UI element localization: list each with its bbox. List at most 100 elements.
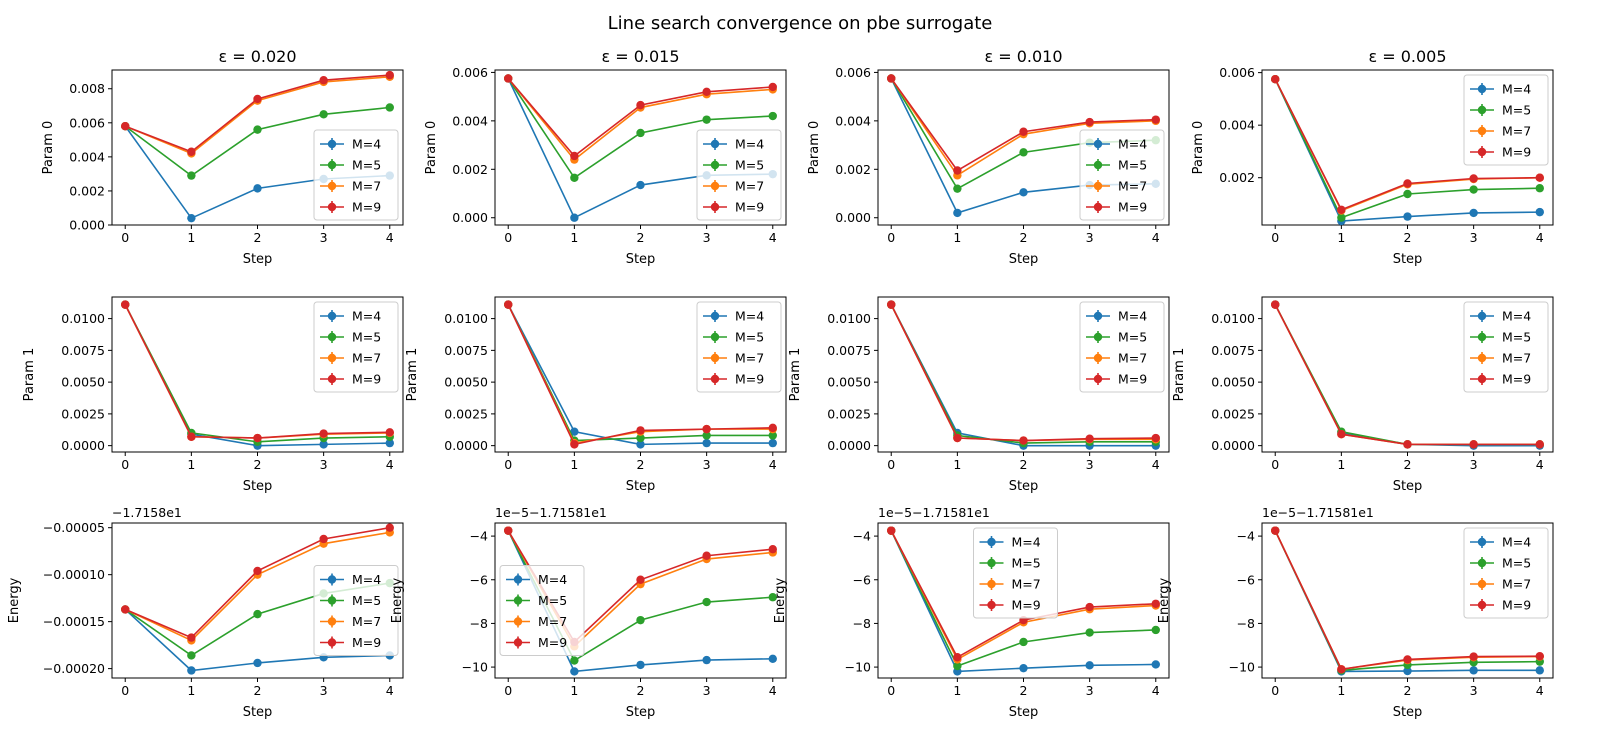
data-point xyxy=(1403,655,1412,664)
y-tick-label: 0.004 xyxy=(1219,118,1255,133)
legend-label: M=9 xyxy=(1118,200,1147,215)
data-point xyxy=(319,534,328,544)
x-tick-label: 0 xyxy=(1271,683,1279,698)
x-tick-label: 4 xyxy=(1152,230,1160,245)
subplot-7: 0 1 2 3 4 0.0000 0.0025 0.0050 0.0075 0.0100 Step P… xyxy=(1172,296,1554,494)
data-point xyxy=(702,655,711,665)
data-point xyxy=(1019,188,1028,197)
y-tick-label: 0.000 xyxy=(835,210,871,225)
y-axis-label: Energy xyxy=(7,577,22,623)
legend-label: M=4 xyxy=(1502,535,1531,550)
data-point xyxy=(1337,665,1346,674)
x-axis-label: Step xyxy=(626,705,656,720)
legend-label: M=4 xyxy=(1012,535,1041,550)
x-axis-label: Step xyxy=(243,252,273,267)
data-point xyxy=(636,180,645,190)
data-point xyxy=(187,651,196,660)
x-tick-label: 3 xyxy=(1470,457,1478,472)
y-tick-label: 0.0050 xyxy=(444,375,488,390)
data-point xyxy=(1337,213,1346,222)
y-offset-text: 1e−5−1.71581e1 xyxy=(1262,505,1374,520)
data-point xyxy=(385,523,394,532)
x-tick-label: 4 xyxy=(769,683,777,698)
y-tick-label: 0.0100 xyxy=(444,311,488,326)
x-tick-label: 2 xyxy=(254,683,262,698)
x-axis-label: Step xyxy=(626,252,656,267)
legend: M=4 M=5 M=7 M=9 xyxy=(1463,301,1549,393)
x-tick-label: 0 xyxy=(504,230,512,245)
y-axis-label: Param 1 xyxy=(22,348,37,402)
data-point xyxy=(1535,440,1544,449)
legend-marker xyxy=(327,160,337,170)
legend-label: M=5 xyxy=(538,593,567,608)
legend-label: M=5 xyxy=(352,158,381,173)
legend: M=4 M=5 M=7 M=9 xyxy=(1079,301,1165,393)
x-axis-label: Step xyxy=(626,479,656,494)
legend-label: M=9 xyxy=(1012,598,1041,613)
x-tick-label: 2 xyxy=(254,230,262,245)
data-point xyxy=(1403,440,1412,449)
y-tick-label: 0.000 xyxy=(69,218,105,233)
data-point xyxy=(768,654,777,663)
data-point xyxy=(253,433,262,443)
legend-label: M=4 xyxy=(352,309,381,324)
x-tick-label: 4 xyxy=(386,230,394,245)
data-point xyxy=(1271,74,1280,84)
subplot-3: ε = 0.005 0 1 2 3 4 0.002 0.004 0.006 Step Param 0… xyxy=(1191,47,1554,267)
x-tick-label: 1 xyxy=(570,457,578,472)
legend-label: M=7 xyxy=(735,351,764,366)
legend-marker xyxy=(987,600,996,610)
data-point xyxy=(768,111,777,121)
legend-marker xyxy=(710,160,720,170)
subplot-4: 0 1 2 3 4 0.0000 0.0025 0.0050 0.0075 0.0100 Step P… xyxy=(22,296,404,494)
x-tick-label: 4 xyxy=(1152,683,1160,698)
data-point xyxy=(768,423,777,433)
data-point xyxy=(187,171,196,180)
legend-label: M=4 xyxy=(1502,309,1531,324)
x-tick-label: 2 xyxy=(254,457,262,472)
y-tick-label: −4 xyxy=(470,529,488,544)
data-point xyxy=(570,440,579,449)
data-point xyxy=(253,125,262,134)
legend-marker xyxy=(513,638,523,647)
x-tick-label: 3 xyxy=(703,230,711,245)
y-tick-label: 0.0000 xyxy=(1211,438,1255,453)
legend-box xyxy=(1463,74,1549,166)
legend-label: M=5 xyxy=(1118,158,1147,173)
x-tick-label: 4 xyxy=(386,457,394,472)
y-tick-label: −10 xyxy=(845,660,871,675)
y-tick-label: 0.0050 xyxy=(1211,375,1255,390)
subplot-11: 0 1 2 3 4 −10 −8 −6 −4 1e−5−1.71581e1 Step Energy M=… xyxy=(1157,505,1554,720)
x-tick-label: 0 xyxy=(887,683,895,698)
y-tick-label: 0.006 xyxy=(452,65,488,80)
data-point xyxy=(1403,189,1412,199)
y-tick-label: 0.006 xyxy=(1219,65,1255,80)
legend-label: M=4 xyxy=(352,137,381,152)
y-tick-label: 0.008 xyxy=(69,81,105,96)
legend-marker xyxy=(1477,579,1487,589)
data-point xyxy=(1535,207,1544,217)
data-point xyxy=(768,544,777,554)
x-tick-label: 2 xyxy=(1020,457,1028,472)
y-tick-label: −0.00010 xyxy=(43,567,105,582)
legend-marker xyxy=(327,353,337,363)
y-tick-label: 0.0000 xyxy=(61,438,105,453)
legend-marker xyxy=(710,311,720,321)
subplot-2: ε = 0.010 0 1 2 3 4 0.000 0.002 0.004 0.006 Step Pa… xyxy=(807,47,1170,267)
x-tick-label: 4 xyxy=(1536,230,1544,245)
data-point xyxy=(768,431,777,440)
data-point xyxy=(953,166,962,175)
y-offset-text: 1e−5−1.71581e1 xyxy=(495,505,607,520)
data-point xyxy=(1535,651,1544,661)
y-axis-label: Energy xyxy=(390,577,405,623)
legend-box xyxy=(973,527,1058,619)
subplot-6: 0 1 2 3 4 0.0000 0.0025 0.0050 0.0075 0.0100 Step P… xyxy=(788,296,1170,494)
y-tick-label: −4 xyxy=(1237,529,1255,544)
legend-label: M=4 xyxy=(735,137,764,152)
legend-label: M=4 xyxy=(1502,82,1531,97)
y-tick-label: 0.006 xyxy=(69,115,105,130)
x-tick-label: 1 xyxy=(1337,683,1345,698)
x-axis-label: Step xyxy=(243,479,273,494)
legend-marker xyxy=(327,139,337,149)
